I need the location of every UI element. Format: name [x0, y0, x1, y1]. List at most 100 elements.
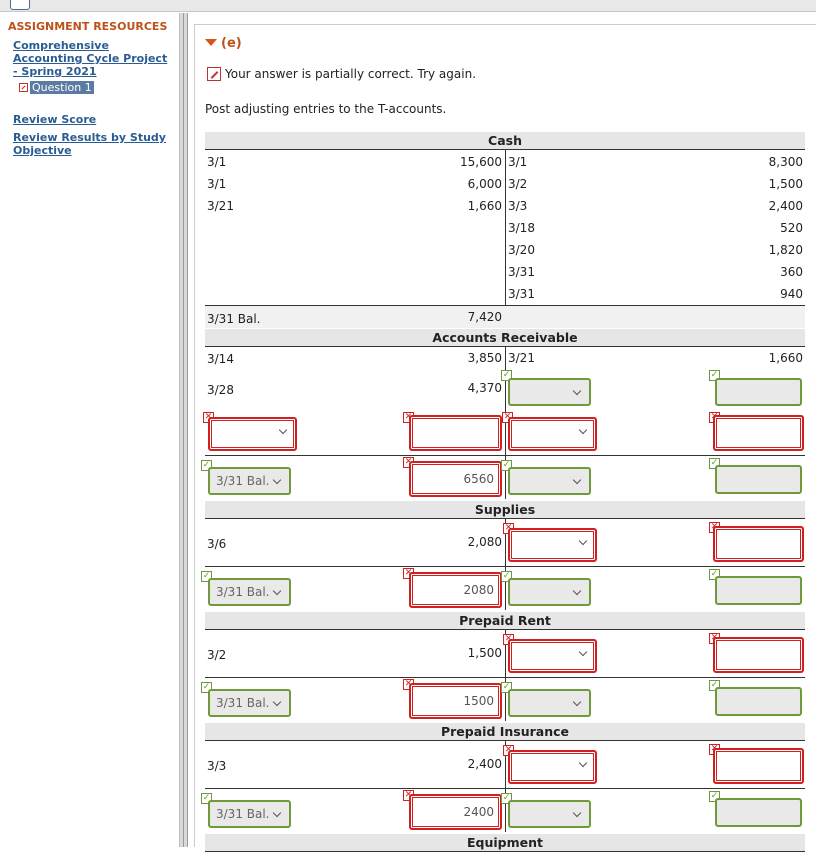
prepaid-rent-balance-amount-field[interactable]: 1500 [409, 683, 502, 719]
prepaid-insurance-balance-amount-field[interactable]: 2400 [409, 794, 502, 830]
prepaid-rent-credit-date-select[interactable] [508, 639, 597, 673]
cash-credit-date: 3/2 [508, 177, 528, 191]
chevron-down-icon [572, 697, 582, 707]
chevron-down-icon [578, 425, 588, 435]
chevron-down-icon [272, 586, 282, 596]
menu-icon[interactable] [10, 0, 30, 10]
chevron-down-icon [572, 475, 582, 485]
cash-divider [505, 150, 506, 326]
supplies-balance-select[interactable]: 3/31 Bal. [208, 578, 291, 606]
partial-check-icon [19, 83, 28, 92]
check-mark-icon: ✓ [709, 569, 720, 580]
ar-debit-date-select[interactable] [208, 417, 297, 451]
section-toggle[interactable]: (e) [205, 36, 242, 51]
prepaid-insurance-credit-balance-amount[interactable] [715, 798, 802, 827]
ar-divider [505, 347, 506, 499]
cash-total-line [205, 305, 805, 306]
prepaid-insurance-credit-amount-field[interactable] [713, 748, 804, 784]
cash-header: Cash [205, 132, 805, 150]
check-mark-icon: ✓ [201, 793, 212, 804]
prepaid-rent-divider [505, 630, 506, 721]
ar-debit-amount: 4,370 [467, 381, 502, 395]
supplies-debit-amount: 2,080 [467, 535, 502, 549]
chevron-down-icon [572, 808, 582, 818]
check-mark-icon: ✓ [501, 682, 512, 693]
prepaid-insurance-balance-select[interactable]: 3/31 Bal. [208, 800, 291, 828]
ar-debit-date: 3/28 [207, 383, 234, 397]
ar-credit-amount-field[interactable] [713, 415, 804, 451]
cash-credit-date: 3/31 [508, 287, 535, 301]
ar-credit-date: 3/21 [508, 351, 535, 365]
cash-credit-amount: 8,300 [768, 155, 803, 169]
supplies-credit-balance-select[interactable] [508, 578, 591, 606]
cash-debit-amount: 1,660 [467, 199, 502, 213]
check-mark-icon: ✓ [201, 571, 212, 582]
top-toolbar [0, 0, 816, 12]
chevron-down-icon [272, 697, 282, 707]
cash-credit-amount: 360 [780, 265, 803, 279]
project-link[interactable]: Comprehensive Accounting Cycle Project -… [13, 39, 168, 78]
ar-balance-select[interactable]: 3/31 Bal. [208, 467, 291, 495]
cash-debit-amount: 15,600 [460, 155, 502, 169]
cash-credit-amount: 520 [780, 221, 803, 235]
cash-credit-date: 3/18 [508, 221, 535, 235]
question-1-link[interactable]: Question 1 [19, 81, 94, 94]
review-score-link[interactable]: Review Score [13, 113, 97, 126]
ar-balance-amount-field[interactable]: 6560 [409, 461, 502, 497]
prepaid-rent-credit-balance-amount[interactable] [715, 687, 802, 716]
ar-total-line [205, 455, 805, 456]
prepaid-insurance-header: Prepaid Insurance [205, 723, 805, 741]
supplies-balance-amount-field[interactable]: 2080 [409, 572, 502, 608]
prepaid-rent-debit-date: 3/2 [207, 648, 227, 662]
ar-credit-amount-field[interactable] [715, 378, 802, 406]
check-mark-icon: ✓ [201, 682, 212, 693]
cash-credit-amount: 2,400 [768, 199, 803, 213]
supplies-header: Supplies [205, 501, 805, 519]
cash-balance-label: 3/31 Bal. [207, 312, 261, 326]
cash-debit-date: 3/21 [207, 199, 234, 213]
prepaid-insurance-total-line [205, 788, 805, 789]
ar-credit-date-select[interactable] [508, 417, 597, 451]
check-mark-icon: ✓ [501, 571, 512, 582]
ar-credit-date-select[interactable] [508, 378, 591, 406]
check-mark-icon: ✓ [201, 460, 212, 471]
prepaid-insurance-credit-balance-select[interactable] [508, 800, 591, 828]
main-panel [194, 24, 816, 847]
cash-balance-amount: 7,420 [467, 310, 502, 324]
review-results-link[interactable]: Review Results by Study Objective [13, 131, 166, 157]
instruction-text: Post adjusting entries to the T-accounts… [205, 102, 447, 116]
cash-credit-date: 3/31 [508, 265, 535, 279]
prepaid-insurance-debit-amount: 2,400 [467, 757, 502, 771]
ar-debit-amount-field[interactable] [409, 415, 502, 451]
prepaid-rent-credit-amount-field[interactable] [713, 637, 804, 673]
collapse-triangle-icon [205, 39, 217, 46]
pencil-icon [207, 67, 221, 81]
prepaid-rent-total-line [205, 677, 805, 678]
check-mark-icon: ✓ [501, 460, 512, 471]
prepaid-rent-debit-amount: 1,500 [467, 646, 502, 660]
cash-debit-date: 3/1 [207, 155, 227, 169]
check-mark-icon: ✓ [501, 793, 512, 804]
pane-divider[interactable] [179, 13, 188, 847]
cash-credit-amount: 940 [780, 287, 803, 301]
ar-credit-balance-amount[interactable] [715, 465, 802, 494]
chevron-down-icon [578, 647, 588, 657]
prepaid-rent-balance-select[interactable]: 3/31 Bal. [208, 689, 291, 717]
supplies-credit-date-select[interactable] [508, 528, 597, 562]
check-mark-icon: ✓ [709, 680, 720, 691]
chevron-down-icon [272, 808, 282, 818]
cash-credit-amount: 1,500 [768, 177, 803, 191]
prepaid-insurance-credit-date-select[interactable] [508, 750, 597, 784]
sidebar: ASSIGNMENT RESOURCES Comprehensive Accou… [0, 13, 179, 847]
cash-debit-amount: 6,000 [467, 177, 502, 191]
cash-debit-date: 3/1 [207, 177, 227, 191]
cash-credit-date: 3/1 [508, 155, 528, 169]
ar-credit-balance-select[interactable] [508, 467, 591, 495]
prepaid-rent-credit-balance-select[interactable] [508, 689, 591, 717]
supplies-credit-balance-amount[interactable] [715, 576, 802, 605]
chevron-down-icon [278, 425, 288, 435]
supplies-credit-amount-field[interactable] [713, 526, 804, 562]
chevron-down-icon [572, 386, 582, 396]
ar-credit-amount: 1,660 [768, 351, 803, 365]
chevron-down-icon [572, 586, 582, 596]
